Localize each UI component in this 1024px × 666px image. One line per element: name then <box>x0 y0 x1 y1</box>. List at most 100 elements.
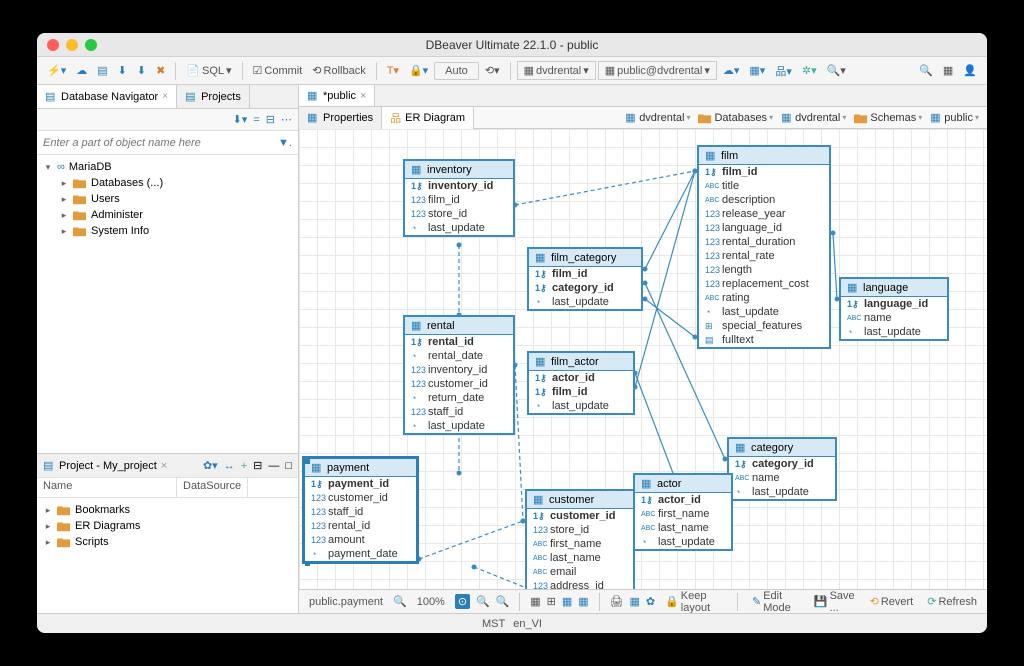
user-icon[interactable]: 👤 <box>959 62 981 79</box>
tree-node[interactable]: ▸Databases (...) <box>37 175 298 191</box>
search-icon[interactable]: 🔍 <box>915 62 937 79</box>
breadcrumb-item[interactable]: Schemas▾ <box>852 111 924 124</box>
tab-database-navigator[interactable]: ▤ Database Navigator × <box>37 85 177 108</box>
er-diagram-canvas[interactable]: ▦inventory1⚷inventory_id123film_id123sto… <box>299 129 987 589</box>
gear-icon[interactable]: ✿▾ <box>203 459 218 472</box>
db-sync-icon[interactable]: ▤ <box>93 62 111 79</box>
grid-icon[interactable]: ☁▾ <box>719 62 744 79</box>
revert-button[interactable]: ⟲Revert <box>866 595 918 608</box>
connection-dropdown[interactable]: ▦ dvdrental ▾ <box>517 61 596 80</box>
tree-node[interactable]: ▸System Info <box>37 223 298 239</box>
collapse-icon[interactable]: ⊟ <box>253 459 262 472</box>
breadcrumb-item[interactable]: ▦dvdrental▾ <box>623 111 692 124</box>
search2-icon[interactable]: 🔍▾ <box>823 62 850 79</box>
close-project-icon[interactable]: × <box>161 460 167 472</box>
status-locale: en_VI <box>513 618 542 630</box>
project-icon: ▤ <box>43 459 55 472</box>
database-dropdown[interactable]: ▦ public@dvdrental ▾ <box>598 61 717 80</box>
editor-area: ▦ *public × ▦ Properties 品 ER Diagram ▦ <box>299 85 987 613</box>
save-button[interactable]: 💾Save ... <box>810 590 860 614</box>
tx-icon[interactable]: T▾ <box>383 62 403 79</box>
tree-node[interactable]: ▸Administer <box>37 207 298 223</box>
left-panel: ▤ Database Navigator × ▤ Projects ⬇▾ = ⊟… <box>37 85 299 613</box>
app-window: DBeaver Ultimate 22.1.0 - public ⚡▾ ☁ ▤ … <box>37 33 987 633</box>
nav-refresh-icon[interactable]: = <box>253 114 259 126</box>
minimize-icon[interactable] <box>66 39 78 51</box>
max-icon[interactable]: □ <box>285 460 292 472</box>
search-input[interactable] <box>43 137 278 149</box>
entity-film[interactable]: ▦film1⚷film_idABCtitleABCdescription123r… <box>697 145 831 349</box>
sql-button[interactable]: 📄SQL▾ <box>182 62 235 79</box>
close-icon[interactable] <box>47 39 59 51</box>
tab-projects[interactable]: ▤ Projects <box>177 85 250 108</box>
db-nav-icon: ▤ <box>45 90 57 103</box>
settings-icon[interactable]: ✿ <box>646 595 655 608</box>
plug2-icon[interactable]: ⬇ <box>133 62 150 79</box>
status-bar: MST en_VI <box>37 613 987 633</box>
entity-inventory[interactable]: ▦inventory1⚷inventory_id123film_id123sto… <box>403 159 515 237</box>
entity-film_category[interactable]: ▦film_category1⚷film_id1⚷category_id◔las… <box>527 247 643 311</box>
connect-icon[interactable]: ⚡▾ <box>43 62 70 79</box>
nav-filter-icon[interactable]: ⬇▾ <box>233 113 248 126</box>
breadcrumb-item[interactable]: Databases▾ <box>696 111 775 124</box>
entity-rental[interactable]: ▦rental1⚷rental_id◔rental_date123invento… <box>403 315 515 435</box>
col-datasource: DataSource <box>177 478 248 497</box>
close-tab-icon[interactable]: × <box>162 91 168 102</box>
plug-icon[interactable]: ⬇ <box>114 62 131 79</box>
breadcrumb-item[interactable]: ▦dvdrental▾ <box>779 111 848 124</box>
keep-layout-button[interactable]: 🔒Keep layout <box>661 590 727 614</box>
zoom-in-icon[interactable]: 🔍 <box>476 595 490 608</box>
breadcrumb-item[interactable]: ▦public▾ <box>928 111 981 124</box>
rollback-button[interactable]: ⟲Rollback <box>308 62 369 79</box>
min-icon[interactable]: — <box>268 460 279 472</box>
zoom-reset-icon[interactable]: ⊙ <box>455 594 470 609</box>
filter-icon[interactable]: ▼. <box>278 137 292 149</box>
link-icon[interactable]: ↔ <box>224 460 235 472</box>
perspective-icon[interactable]: ▦ <box>939 62 957 79</box>
nav-collapse-icon[interactable]: ⊟ <box>266 113 275 126</box>
tree-node[interactable]: ▸Users <box>37 191 298 207</box>
bug-icon[interactable]: ✲▾ <box>798 62 821 79</box>
table-icon: ▦ <box>307 89 319 102</box>
tree-icon[interactable]: 品▾ <box>771 61 796 81</box>
entity-language[interactable]: ▦language1⚷language_idABCname◔last_updat… <box>839 277 949 341</box>
export-icon[interactable]: ▦ <box>629 595 639 608</box>
auto-button[interactable]: Auto <box>434 62 479 80</box>
cloud-icon[interactable]: ☁ <box>72 62 91 79</box>
navigator-tree: ▾∞MariaDB ▸Databases (...)▸Users▸Adminis… <box>37 155 298 453</box>
snap-icon[interactable]: ⊞ <box>547 595 556 608</box>
subtab-er-diagram[interactable]: 品 ER Diagram <box>382 107 474 130</box>
entity-category[interactable]: ▦category1⚷category_idABCname◔last_updat… <box>727 437 837 501</box>
layout1-icon[interactable]: ▦ <box>562 595 572 608</box>
subtab-properties[interactable]: ▦ Properties <box>299 107 382 129</box>
print-icon[interactable]: 🖨 <box>609 595 623 608</box>
layout2-icon[interactable]: ▦ <box>578 595 588 608</box>
project-title: Project - My_project <box>59 460 157 472</box>
history-icon[interactable]: ⟲▾ <box>481 62 504 79</box>
layout-icon[interactable]: ▦▾ <box>745 62 769 79</box>
entity-payment[interactable]: ▦payment1⚷payment_id123customer_id123sta… <box>303 457 418 563</box>
er-icon: 品 <box>390 110 401 126</box>
search3-icon[interactable]: 🔍 <box>393 595 407 608</box>
edit-mode-button[interactable]: ✎Edit Mode <box>748 590 804 614</box>
close-editor-icon[interactable]: × <box>360 90 366 102</box>
editor-tab-public[interactable]: ▦ *public × <box>299 85 375 106</box>
zoom-out-icon[interactable]: 🔍 <box>496 595 510 608</box>
entity-customer[interactable]: ▦customer1⚷customer_id123store_idABCfirs… <box>525 489 635 589</box>
nav-menu-icon[interactable]: ⋯ <box>281 113 292 126</box>
tree-node-root[interactable]: ▾∞MariaDB <box>37 159 298 175</box>
project-item[interactable]: ▸Bookmarks <box>37 502 298 518</box>
entity-actor[interactable]: ▦actor1⚷actor_idABCfirst_nameABClast_nam… <box>633 473 733 551</box>
add-icon[interactable]: + <box>241 460 247 472</box>
disconnect-icon[interactable]: ✖ <box>152 62 169 79</box>
commit-button[interactable]: ☑Commit <box>249 62 307 79</box>
entity-film_actor[interactable]: ▦film_actor1⚷actor_id1⚷film_id◔last_upda… <box>527 351 635 415</box>
project-item[interactable]: ▸ER Diagrams <box>37 518 298 534</box>
properties-icon: ▦ <box>307 111 319 124</box>
project-item[interactable]: ▸Scripts <box>37 534 298 550</box>
maximize-icon[interactable] <box>85 39 97 51</box>
projects-icon: ▤ <box>185 90 197 103</box>
grid-toggle-icon[interactable]: ▦ <box>530 595 540 608</box>
lock-icon[interactable]: 🔒▾ <box>405 62 432 79</box>
refresh-button[interactable]: ⟳Refresh <box>923 595 981 608</box>
